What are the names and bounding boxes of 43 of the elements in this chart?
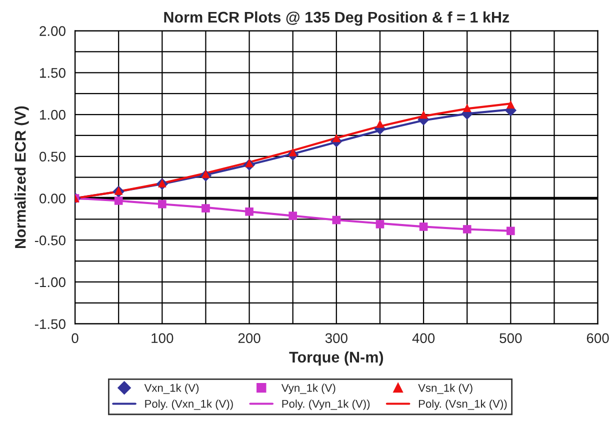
x-tick-label: 0 xyxy=(72,333,78,344)
y-axis-title: Normalized ECR (V) xyxy=(14,106,29,248)
y-tick-label: 0.00 xyxy=(40,194,66,204)
y-tick-label: -0.50 xyxy=(34,235,66,246)
x-tick-label: 600 xyxy=(586,333,609,344)
x-tick-label: 500 xyxy=(500,333,522,344)
point xyxy=(376,120,384,128)
chart-title: Norm ECR Plots @ 135 Deg Position & f = 1 kHz xyxy=(164,11,510,26)
point xyxy=(158,200,166,208)
point xyxy=(288,148,298,156)
y-tick-label: 1.00 xyxy=(40,110,66,120)
legend-label: Vsn_1k (V) xyxy=(418,384,472,394)
legend-label: Poly. (Vsn_1k (V)) xyxy=(418,400,507,410)
legend-label: Poly. (Vyn_1k (V)) xyxy=(282,400,370,410)
y-tick-label: 2.00 xyxy=(40,26,66,36)
legend-label: Poly. (Vxn_1k (V)) xyxy=(145,400,233,410)
point xyxy=(158,179,166,188)
y-tick-label: 1.50 xyxy=(40,68,66,78)
point xyxy=(506,100,515,109)
x-tick-label: 300 xyxy=(325,333,348,344)
point xyxy=(376,220,384,228)
x-tick-label: 200 xyxy=(238,333,260,344)
y-tick-label: 0.50 xyxy=(40,152,66,162)
y-tick-label: -1.50 xyxy=(34,319,66,330)
point xyxy=(462,104,472,112)
x-tick-label: 400 xyxy=(412,333,435,344)
legend-label: Vyn_1k (V) xyxy=(281,384,336,394)
point xyxy=(245,207,254,216)
point xyxy=(114,196,123,205)
point xyxy=(202,170,210,178)
point xyxy=(332,134,341,142)
point xyxy=(202,204,210,212)
point xyxy=(462,225,472,234)
point xyxy=(506,226,515,236)
legend-label: Vxn_1k (V) xyxy=(144,384,199,394)
x-axis-title: Torque (N-m) xyxy=(289,351,384,366)
point xyxy=(419,222,428,231)
y-tick-label: -1.00 xyxy=(34,277,66,288)
point xyxy=(114,186,123,195)
x-tick-label: 100 xyxy=(152,333,174,344)
point xyxy=(332,216,341,224)
point xyxy=(419,110,428,119)
point xyxy=(288,212,298,220)
